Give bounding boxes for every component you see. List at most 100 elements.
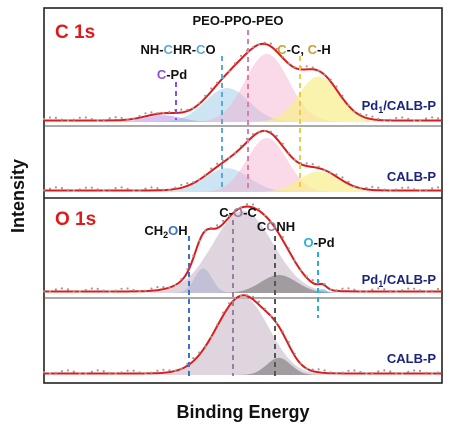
raw-data-point (150, 111, 153, 114)
raw-data-point (401, 372, 404, 375)
raw-data-point (126, 118, 129, 121)
raw-data-point (120, 287, 123, 290)
raw-data-point (413, 119, 416, 122)
raw-data-point (233, 151, 237, 154)
raw-data-point (341, 287, 344, 290)
raw-data-point (60, 287, 64, 290)
raw-data-point (436, 186, 440, 189)
raw-data-point (162, 368, 165, 371)
raw-data-point (431, 289, 434, 292)
raw-data-point (216, 224, 219, 227)
raw-data-point (299, 362, 302, 365)
raw-data-point (66, 288, 69, 291)
raw-data-point (168, 110, 171, 114)
raw-data-point (401, 186, 404, 189)
raw-data-point (210, 167, 213, 170)
raw-data-point (251, 46, 255, 49)
raw-data-point (108, 188, 111, 191)
peo-label: PEO-PPO-PEO (192, 13, 283, 28)
raw-data-point (174, 369, 177, 372)
raw-data-point (42, 371, 46, 374)
raw-data-point (401, 289, 404, 292)
raw-data-point (347, 104, 350, 107)
raw-data-point (347, 287, 350, 290)
raw-data-point (210, 87, 213, 90)
raw-data-point (436, 371, 440, 374)
raw-data-point (353, 185, 356, 188)
sample-label-pd1-o: Pd1/CALB-P (362, 272, 437, 289)
raw-data-point (425, 188, 428, 192)
raw-data-point (102, 189, 105, 192)
raw-data-point (180, 108, 183, 111)
raw-data-point (329, 288, 332, 291)
c1s-calb-curves (42, 129, 442, 192)
raw-data-point (287, 151, 290, 155)
raw-data-point (210, 335, 213, 339)
raw-data-point (186, 362, 189, 365)
raw-data-point (323, 169, 326, 172)
raw-data-point (317, 69, 320, 72)
raw-data-point (359, 370, 362, 374)
component-peak-c-c-c-h (44, 171, 442, 192)
raw-data-point (102, 370, 105, 373)
raw-data-point (48, 116, 52, 119)
raw-data-point (222, 311, 225, 314)
raw-data-point (96, 287, 99, 290)
raw-data-point (48, 372, 52, 375)
raw-data-point (341, 176, 344, 179)
o1s-calb-curves (42, 294, 442, 375)
x-axis-label: Binding Energy (176, 402, 309, 422)
raw-data-points (42, 294, 440, 375)
raw-data-point (371, 115, 374, 118)
raw-data-point (407, 370, 410, 373)
raw-data-point (222, 159, 225, 162)
raw-data-point (192, 107, 195, 110)
raw-data-point (84, 186, 87, 189)
raw-data-point (347, 180, 350, 183)
raw-data-point (90, 118, 93, 121)
raw-data-point (239, 294, 243, 297)
raw-data-point (257, 130, 260, 133)
raw-data-point (281, 330, 284, 333)
raw-data-point (431, 116, 434, 119)
raw-data-point (150, 287, 153, 290)
raw-data-point (389, 289, 392, 293)
raw-data-point (114, 372, 117, 375)
raw-data-point (204, 345, 207, 348)
raw-data-point (239, 144, 243, 147)
raw-data-point (311, 279, 314, 282)
raw-data-point (425, 371, 428, 374)
raw-data-point (401, 116, 404, 119)
raw-data-point (192, 357, 195, 360)
component-peak-c-o-c (44, 211, 442, 293)
component-peak-nh-chr-co (44, 88, 442, 122)
raw-data-point (305, 65, 308, 68)
sample-label-pd1-c: Pd1/CALB-P (362, 98, 437, 115)
raw-data-point (132, 288, 135, 292)
component-peak-c-o-c (44, 297, 442, 375)
raw-data-point (239, 206, 243, 209)
envelope-fit-line (44, 42, 442, 122)
raw-data-point (269, 42, 272, 45)
component-peak-peo-ppo-peo (44, 138, 442, 192)
raw-data-point (156, 369, 159, 372)
raw-data-point (383, 188, 386, 191)
raw-data-point (138, 290, 141, 293)
raw-data-point (156, 286, 159, 289)
raw-data-point (257, 300, 260, 303)
raw-data-point (180, 278, 183, 281)
raw-data-point (186, 182, 189, 185)
raw-data-point (168, 188, 171, 191)
raw-data-point (126, 369, 129, 372)
raw-data-point (84, 288, 87, 292)
raw-data-point (335, 289, 338, 292)
raw-data-point (269, 130, 272, 133)
c-o-c-label: C-O-C (219, 205, 257, 220)
raw-data-point (407, 186, 410, 189)
raw-data-point (72, 370, 75, 373)
raw-data-point (198, 102, 201, 105)
raw-data-point (42, 189, 46, 192)
raw-data-point (126, 287, 129, 290)
raw-data-point (204, 229, 207, 232)
raw-data-point (198, 178, 201, 181)
